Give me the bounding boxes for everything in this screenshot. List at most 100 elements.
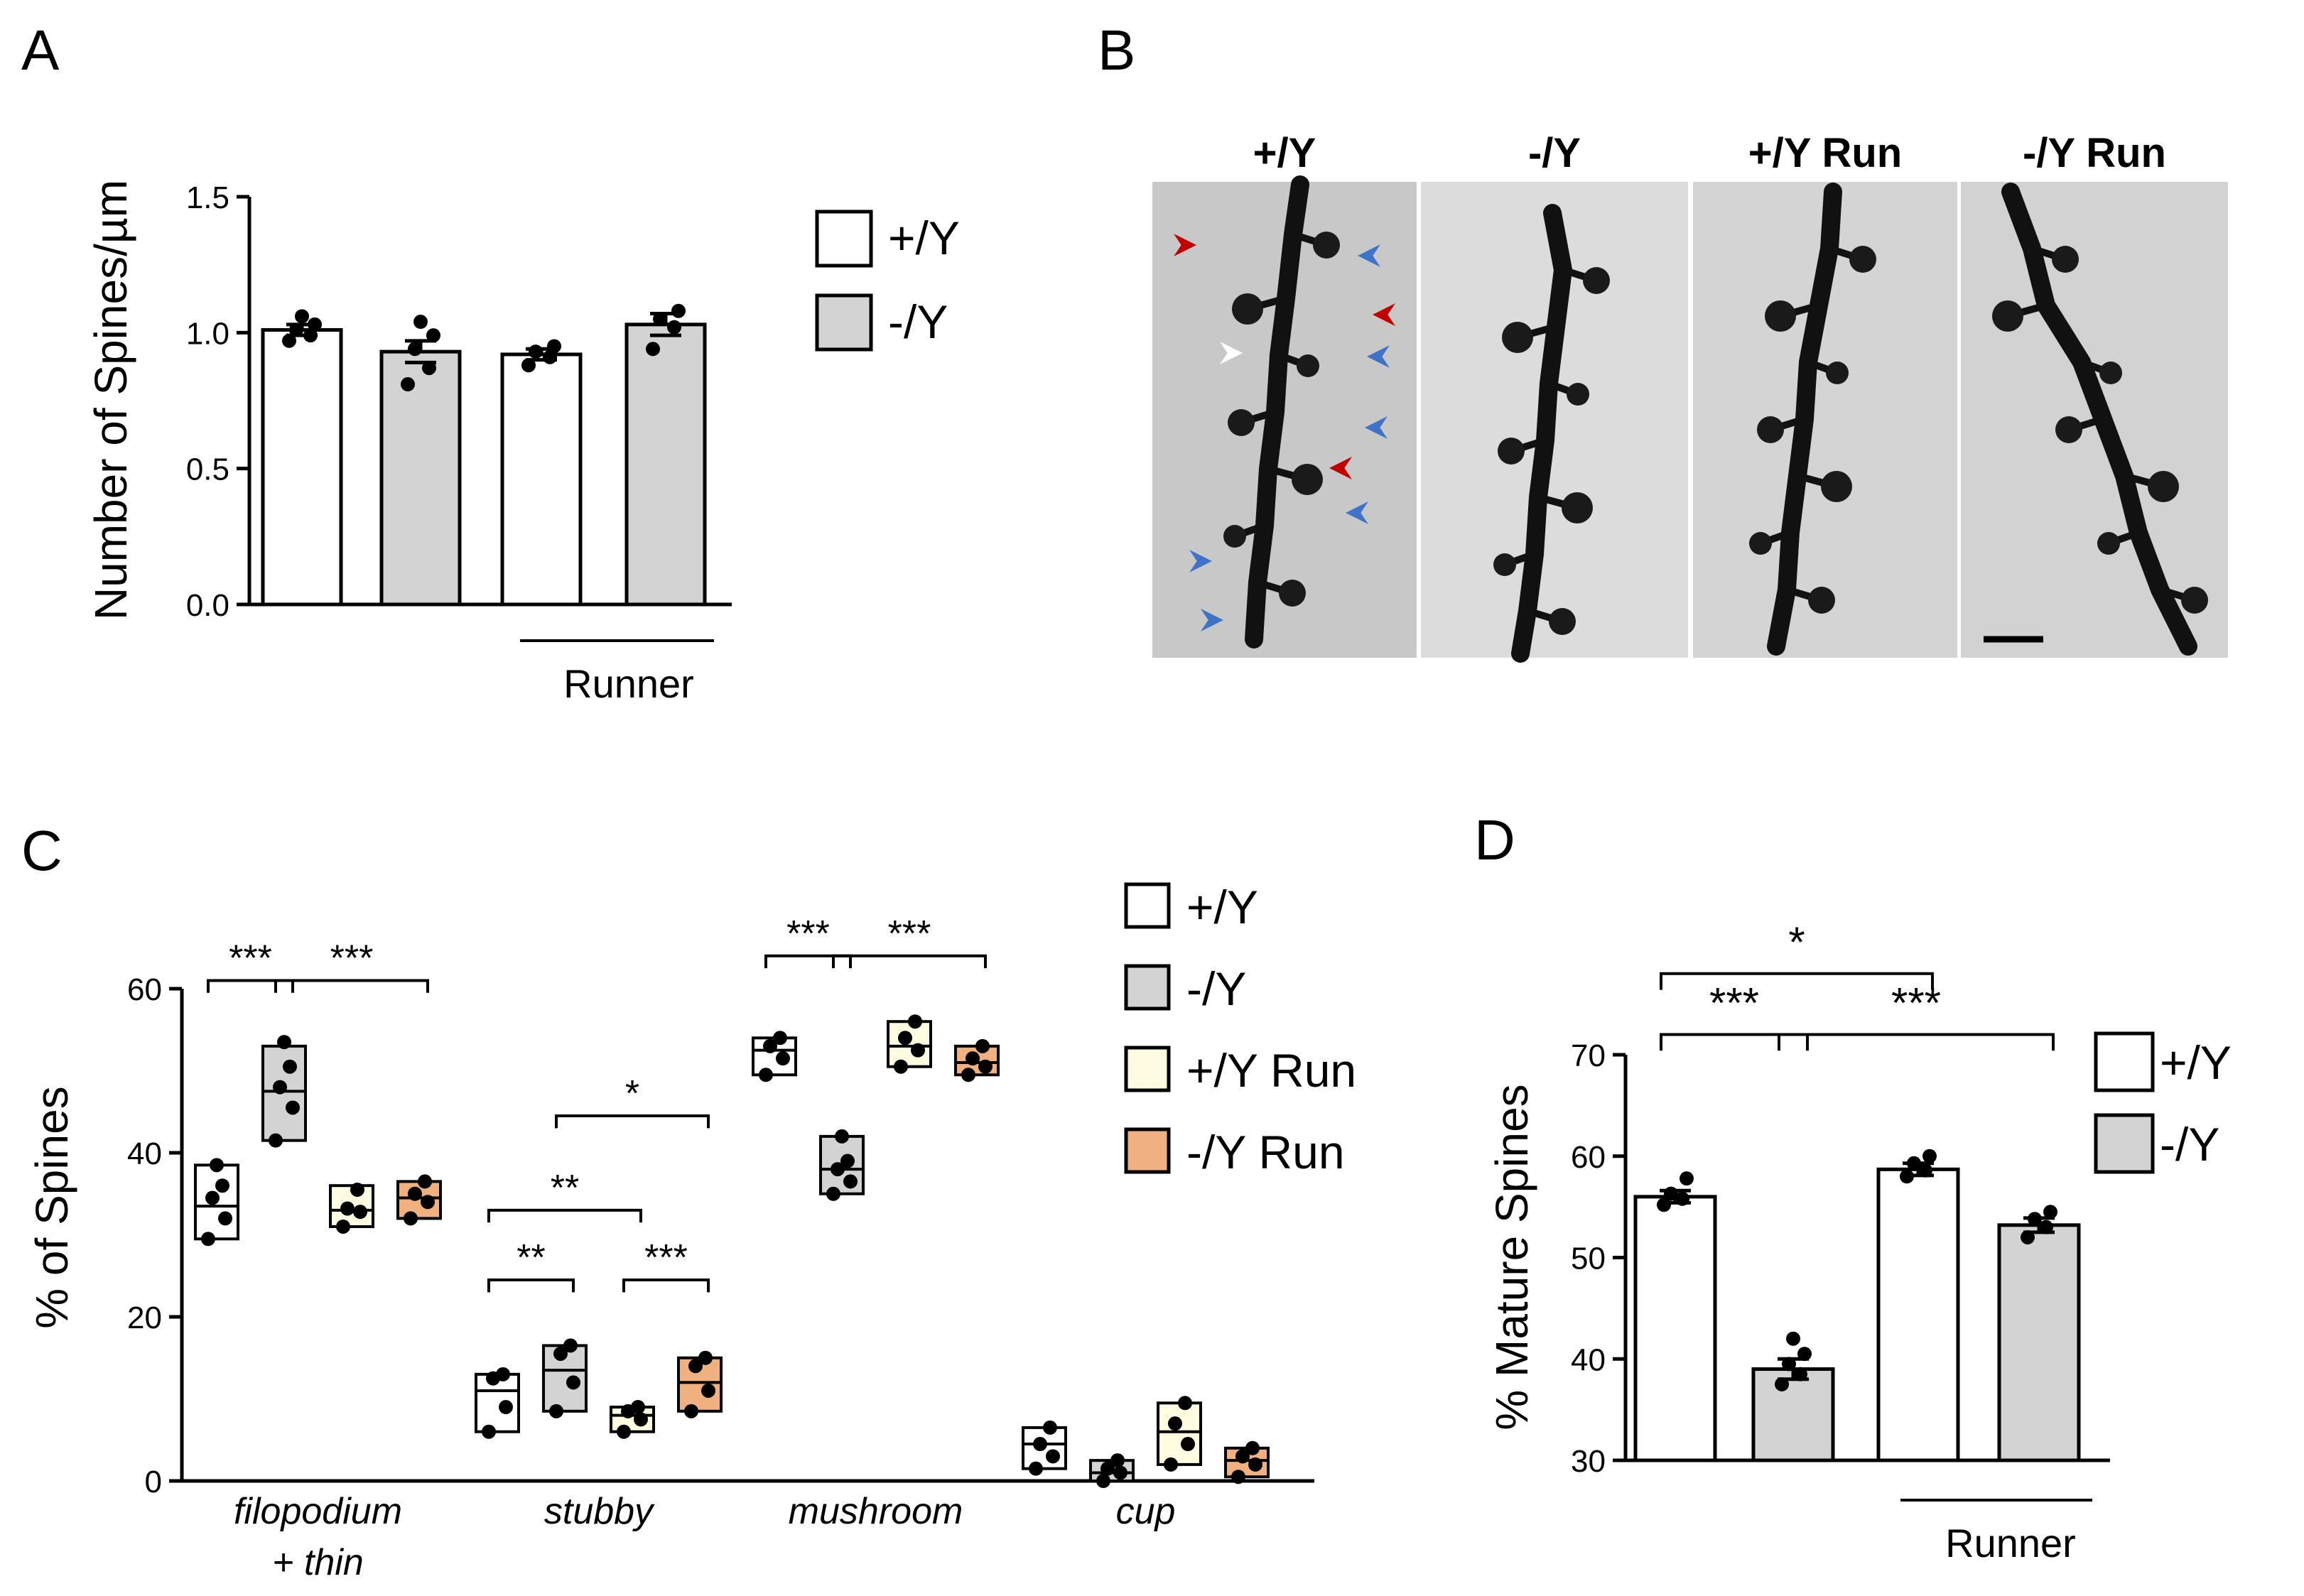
data-point xyxy=(698,1350,713,1365)
micrograph-title: -/Y xyxy=(1528,130,1581,176)
y-tick-label: 30 xyxy=(1571,1444,1606,1479)
spine-head xyxy=(1292,464,1323,495)
data-point xyxy=(401,377,415,392)
data-point xyxy=(1235,1449,1250,1464)
data-point xyxy=(1907,1156,1921,1171)
spine-head xyxy=(1493,553,1516,576)
significance-bracket xyxy=(487,1279,575,1293)
data-point xyxy=(2028,1212,2042,1227)
data-point xyxy=(2039,1220,2053,1234)
data-point xyxy=(282,333,296,348)
box xyxy=(887,1020,932,1068)
significance-label: *** xyxy=(1709,979,1759,1026)
data-point xyxy=(543,349,557,364)
y-axis-label: Number of Spines/µm xyxy=(85,180,136,620)
significance-bracket xyxy=(207,979,294,993)
data-point xyxy=(966,1051,980,1066)
group-label-runner: Runner xyxy=(563,661,694,706)
data-point xyxy=(653,312,667,327)
data-point xyxy=(1245,1440,1260,1455)
y-axis-label: % Mature Spines xyxy=(1486,1084,1537,1430)
micrograph-tile xyxy=(1693,182,1957,658)
legend-label: +/Y xyxy=(1186,881,1258,933)
data-point xyxy=(978,1059,993,1074)
significance-label: * xyxy=(1788,918,1805,966)
panel-a-chart: 0.0 0.5 1.0 1.5 Number of Spines/µm Runner +/Y… xyxy=(85,180,960,706)
bar xyxy=(1997,1223,2081,1462)
data-point xyxy=(408,1186,422,1201)
data-point xyxy=(1775,1377,1789,1391)
legend-swatch xyxy=(815,293,873,352)
data-point xyxy=(277,1035,291,1050)
y-tick-label: 0 xyxy=(145,1465,162,1499)
bar xyxy=(261,328,343,607)
data-point xyxy=(1178,1396,1192,1411)
legend-label: +/Y Run xyxy=(1186,1044,1356,1097)
data-point xyxy=(529,344,543,359)
box xyxy=(1022,1426,1067,1470)
data-point xyxy=(404,1211,418,1226)
legend-swatch xyxy=(2094,1113,2155,1174)
arrow-red-icon xyxy=(1329,457,1352,479)
panel-letter-b: B xyxy=(1098,18,1135,82)
data-point xyxy=(413,315,428,330)
legend-swatch xyxy=(1124,882,1171,929)
micrograph-tile xyxy=(1961,182,2228,658)
data-point xyxy=(961,1068,975,1082)
data-point xyxy=(826,1186,840,1201)
panel-letter-c: C xyxy=(21,819,63,882)
significance-label: *** xyxy=(644,1237,688,1279)
significance-label: ** xyxy=(516,1237,545,1279)
data-point xyxy=(773,1031,787,1046)
legend-swatch xyxy=(1124,1046,1171,1092)
category-label: mushroom xyxy=(789,1491,963,1532)
legend-label: -/Y xyxy=(1186,962,1246,1015)
data-point xyxy=(1793,1367,1807,1381)
significance-bracket xyxy=(1660,1033,1809,1051)
spine-head xyxy=(2052,246,2079,273)
significance-bracket xyxy=(832,954,987,969)
data-point xyxy=(303,328,318,343)
micrograph-title: +/Y Run xyxy=(1748,130,1902,176)
data-point xyxy=(1918,1163,1932,1178)
spine-head xyxy=(1232,293,1263,325)
data-point xyxy=(295,309,309,324)
legend-label: +/Y xyxy=(888,212,960,264)
data-point xyxy=(1657,1198,1671,1212)
data-point xyxy=(634,1412,648,1427)
spine-head xyxy=(1562,492,1593,523)
data-point xyxy=(667,320,681,335)
spine-head xyxy=(1567,383,1589,406)
data-point xyxy=(1164,1457,1178,1472)
data-point xyxy=(205,1190,220,1205)
data-point xyxy=(1181,1437,1195,1452)
significance-bracket xyxy=(1778,1033,2055,1051)
data-point xyxy=(1096,1474,1110,1488)
data-point xyxy=(553,1346,568,1361)
spine-head xyxy=(1313,232,1340,259)
data-point xyxy=(671,303,686,318)
data-point xyxy=(308,317,322,332)
data-point xyxy=(835,1129,849,1144)
data-point xyxy=(1922,1149,1937,1163)
legend-label: +/Y xyxy=(2160,1036,2232,1089)
data-point xyxy=(201,1232,215,1247)
data-point xyxy=(1110,1453,1125,1468)
arrow-blue-icon xyxy=(1346,501,1368,524)
micrograph-tile xyxy=(1421,182,1688,663)
data-point xyxy=(353,1205,367,1220)
spine-head xyxy=(1749,532,1772,555)
significance-label: *** xyxy=(786,913,830,955)
significance-bracket xyxy=(622,1279,710,1293)
spine-head xyxy=(1502,322,1533,353)
significance-label: *** xyxy=(888,913,931,955)
arrow-blue-icon xyxy=(1189,550,1212,572)
data-point xyxy=(1231,1470,1245,1484)
bar xyxy=(624,322,707,607)
category-label: + thin xyxy=(272,1542,364,1583)
data-point xyxy=(496,1367,510,1381)
arrow-blue-icon xyxy=(1358,244,1380,267)
data-point xyxy=(218,1211,232,1226)
data-point xyxy=(289,322,303,337)
